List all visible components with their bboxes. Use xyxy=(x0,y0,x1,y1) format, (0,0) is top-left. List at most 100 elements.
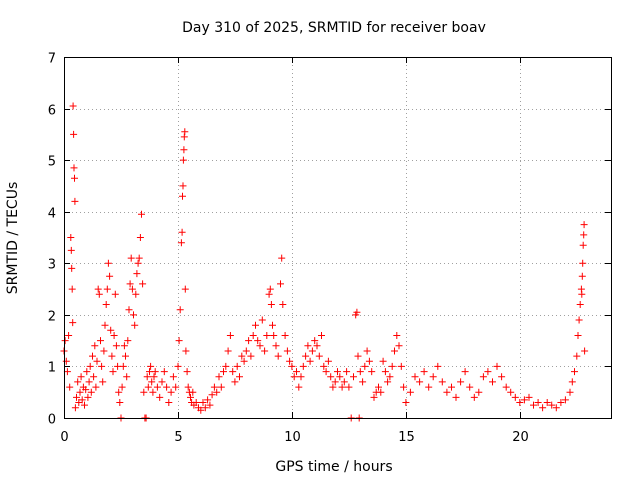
data-point xyxy=(217,383,225,391)
data-point xyxy=(274,352,282,360)
data-point xyxy=(461,368,469,376)
data-point xyxy=(320,362,328,370)
data-point xyxy=(411,373,419,381)
y-tick-label: 4 xyxy=(48,207,56,222)
data-point xyxy=(365,357,373,365)
data-point xyxy=(140,388,148,396)
data-point xyxy=(130,311,137,319)
y-tick-label: 7 xyxy=(48,52,56,67)
data-point xyxy=(110,332,118,339)
data-point xyxy=(71,197,79,205)
data-point xyxy=(331,378,339,386)
data-point xyxy=(534,399,542,406)
data-point xyxy=(566,388,574,396)
x-tick-label: 10 xyxy=(284,430,301,445)
data-point xyxy=(71,404,79,412)
data-point xyxy=(73,393,80,401)
data-point xyxy=(279,301,287,308)
data-point xyxy=(578,290,586,298)
data-point xyxy=(101,321,109,329)
data-point xyxy=(402,399,410,406)
data-point xyxy=(359,378,367,386)
data-point xyxy=(258,316,266,324)
data-point xyxy=(420,368,428,376)
data-point xyxy=(261,347,269,355)
data-point xyxy=(278,254,286,262)
data-point xyxy=(148,378,156,386)
y-tick-label: 0 xyxy=(48,413,56,428)
data-point xyxy=(452,393,460,401)
data-point xyxy=(65,332,73,339)
data-point xyxy=(386,373,394,381)
data-point xyxy=(306,357,314,365)
data-point xyxy=(256,342,264,350)
data-point xyxy=(82,386,90,394)
data-point xyxy=(84,393,92,401)
data-point xyxy=(107,326,115,334)
data-point xyxy=(63,368,71,376)
data-point xyxy=(489,378,496,386)
data-point xyxy=(144,383,152,391)
data-point xyxy=(179,156,187,164)
y-tick-label: 5 xyxy=(48,155,56,170)
data-point xyxy=(543,399,551,406)
data-point xyxy=(397,362,405,370)
y-tick-labels: 0 1 2 3 4 5 6 7 xyxy=(48,52,56,428)
data-point xyxy=(169,373,177,381)
data-point xyxy=(111,290,119,298)
data-point xyxy=(77,373,85,381)
data-point xyxy=(172,383,180,391)
data-point xyxy=(479,373,487,381)
data-point xyxy=(539,404,547,412)
data-point xyxy=(575,316,583,324)
data-point xyxy=(573,352,581,360)
data-point xyxy=(302,352,310,360)
data-point xyxy=(132,290,140,298)
data-point xyxy=(222,362,230,370)
data-point xyxy=(576,301,584,308)
data-point xyxy=(92,383,100,391)
data-point xyxy=(315,352,323,360)
data-point xyxy=(206,401,214,409)
data-point xyxy=(175,337,183,345)
data-point xyxy=(270,332,278,339)
data-point xyxy=(406,388,414,396)
data-point xyxy=(89,352,96,360)
data-point xyxy=(265,290,273,298)
data-points xyxy=(60,102,589,422)
data-point xyxy=(153,383,161,391)
data-point xyxy=(308,347,316,355)
data-point xyxy=(313,342,321,350)
data-point xyxy=(327,373,335,381)
data-point xyxy=(68,264,76,272)
data-point xyxy=(109,368,117,376)
data-point xyxy=(375,383,382,391)
data-point xyxy=(62,357,70,365)
data-point xyxy=(520,396,528,404)
data-point xyxy=(338,383,346,391)
x-tick-label: 20 xyxy=(512,430,529,445)
data-point xyxy=(151,368,159,376)
data-point xyxy=(184,383,192,391)
data-point xyxy=(324,357,332,365)
x-tick-label: 15 xyxy=(398,430,415,445)
data-point xyxy=(124,337,132,345)
data-point xyxy=(470,393,478,401)
data-point xyxy=(242,347,250,355)
data-point xyxy=(122,352,129,360)
data-point xyxy=(443,388,451,396)
data-point xyxy=(143,373,151,381)
data-point xyxy=(370,393,378,401)
data-point xyxy=(579,241,587,249)
data-point xyxy=(266,285,274,293)
data-point xyxy=(176,306,184,314)
data-point xyxy=(215,373,223,381)
data-point xyxy=(104,259,112,267)
data-point xyxy=(102,301,110,308)
data-point xyxy=(71,174,78,182)
data-point xyxy=(158,378,166,386)
data-point xyxy=(133,270,141,278)
data-point xyxy=(192,399,200,406)
data-point xyxy=(552,404,560,412)
